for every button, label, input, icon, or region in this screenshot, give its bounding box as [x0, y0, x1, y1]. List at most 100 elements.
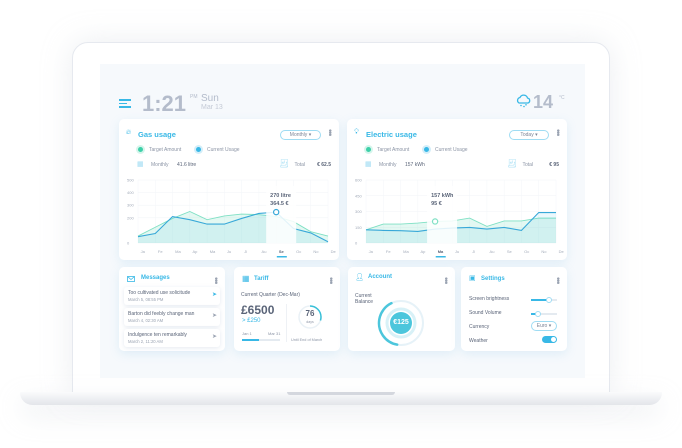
tariff-card: ▦ Tariff ••• Current Quarter (Dec-Mar) £… [234, 267, 340, 351]
more-options-icon[interactable]: ••• [211, 277, 221, 284]
chevron-down-icon: ▾ [535, 132, 538, 138]
message-item[interactable]: Too cultivated use solicitude March 5, 08… [124, 287, 220, 305]
x-tick-label: Ma [438, 249, 444, 254]
x-tick-label: Ma [210, 249, 216, 254]
x-tick-label: Jl [244, 249, 247, 254]
y-tick-label: 500 [127, 178, 134, 183]
clock-date: Mar 13 [201, 104, 223, 111]
brightness-slider[interactable] [531, 296, 557, 303]
volume-slider[interactable] [531, 310, 557, 317]
x-tick-label: No [541, 249, 547, 254]
send-icon[interactable]: ➤ [211, 292, 217, 298]
lightbulb-icon: 💡︎ [354, 129, 359, 136]
x-tick-label: Au [490, 249, 495, 254]
balance-label: Current Balance [355, 293, 374, 305]
x-tick-label: Oc [524, 249, 529, 254]
x-tick-label: Se [507, 249, 513, 254]
menu-icon[interactable] [119, 99, 131, 108]
message-item[interactable]: Barton did feebly change man March 4, 02:… [124, 308, 220, 326]
tooltip-text: 95 € [431, 201, 442, 207]
temperature: 14 [533, 92, 554, 112]
period-value: 41.6 litre [177, 162, 197, 168]
legend-target: Target Amount [138, 147, 181, 153]
more-options-icon[interactable]: ••• [326, 277, 336, 284]
y-tick-label: 450 [355, 193, 362, 198]
days-ring [298, 305, 322, 329]
x-tick-label: Ap [192, 249, 198, 254]
send-icon[interactable]: ➤ [211, 313, 217, 319]
clock-time: 1:21 [142, 91, 187, 116]
y-tick-label: 0 [127, 241, 130, 246]
message-date: March 2, 11:20 AM [128, 339, 163, 344]
card-title: Gas usage [138, 130, 176, 139]
balance-gauge [377, 299, 425, 347]
messages-title: Messages [141, 275, 170, 281]
x-tick-label: Ja [141, 249, 146, 254]
tooltip-box [427, 186, 458, 243]
more-options-icon[interactable]: ••• [553, 277, 563, 284]
message-text: Barton did feebly change man [128, 311, 195, 317]
highlight-marker [431, 218, 439, 225]
message-date: March 5, 08:55 PM [128, 297, 164, 302]
laptop-base [20, 392, 662, 405]
mail-icon [127, 276, 135, 282]
y-tick-label: 400 [127, 190, 134, 195]
legend-label: Current Usage [435, 147, 468, 153]
period-value: 157 kWh [405, 162, 425, 168]
card-title: Electric usage [366, 130, 417, 139]
legend-current: Current Usage [196, 147, 240, 153]
electric-usage-card: 💡︎ Electric usage Today ▾ ••• Target Amo… [347, 119, 567, 260]
days-label: days [306, 320, 314, 324]
more-options-icon[interactable]: ••• [441, 277, 451, 284]
currency-dropdown[interactable]: Euro ▾ [531, 321, 557, 331]
x-tick-label: Ju [227, 249, 231, 254]
series-line [137, 211, 329, 243]
messages-card: Messages ••• Too cultivated use solicitu… [119, 267, 225, 351]
message-date: March 4, 02:30 AM [128, 318, 164, 323]
more-options-icon[interactable]: ••• [325, 129, 335, 136]
settings-icon: ▣ [469, 275, 476, 282]
x-tick-label: Ju [455, 249, 459, 254]
period-dropdown[interactable]: Monthly ▾ [280, 130, 321, 140]
account-title: Account [368, 274, 392, 280]
legend-label: Target Amount [149, 147, 182, 153]
tariff-title: Tariff [254, 276, 269, 282]
calendar-icon: ▦ [137, 161, 144, 168]
days-count: 76 [305, 309, 315, 318]
send-icon[interactable]: ➤ [211, 334, 217, 340]
x-tick-label: Ja [369, 249, 374, 254]
weather-label: Weather [469, 338, 488, 344]
currency-label: Currency [469, 324, 490, 330]
laptop-notch [287, 392, 395, 395]
receipt-icon: 🧾︎ [278, 159, 289, 168]
y-tick-label: 150 [355, 225, 362, 230]
tariff-end: Mar 31 [268, 331, 281, 336]
usage-chart: 0 200 300 400 500 Ja Fe Ma Ap Ma Ju Jl Au Se Oc No De 270… [127, 178, 337, 258]
period-dropdown-value: Monthly [289, 132, 308, 138]
legend-current: Current Usage [424, 147, 468, 153]
period-dropdown[interactable]: Today ▾ [509, 130, 549, 140]
weather-toggle[interactable] [542, 336, 557, 343]
tooltip-text: 364.5 € [270, 201, 288, 207]
legend-label: Current Usage [207, 147, 240, 153]
message-text: Indulgence ten remarkably [128, 332, 187, 338]
tariff-start: Jan 1 [242, 331, 252, 336]
x-tick-label: Ap [420, 249, 426, 254]
period-label: Monthly [151, 162, 169, 168]
x-tick-label: Fe [386, 249, 391, 254]
total-value: € 95 [549, 162, 559, 168]
until-label: Until End of March [291, 338, 323, 342]
x-tick-label: De [331, 249, 337, 254]
message-item[interactable]: Indulgence ten remarkably March 2, 11:20 … [124, 329, 220, 347]
more-options-icon[interactable]: ••• [553, 129, 563, 136]
receipt-icon: 🧾︎ [506, 159, 517, 168]
user-icon: 👤︎ [355, 274, 364, 281]
account-card: 👤︎ Account ••• Current Balance €125 [348, 267, 455, 351]
tariff-quarter: Current Quarter (Dec-Mar) [241, 292, 300, 298]
tariff-delta: > £250 [242, 318, 261, 324]
total-label: Total [522, 162, 533, 168]
gas-usage-card: 🔥︎ Gas usage Monthly ▾ ••• Target Amount… [119, 119, 339, 260]
y-tick-label: 200 [127, 215, 134, 220]
y-tick-label: 300 [127, 203, 134, 208]
tariff-progress [242, 339, 280, 341]
